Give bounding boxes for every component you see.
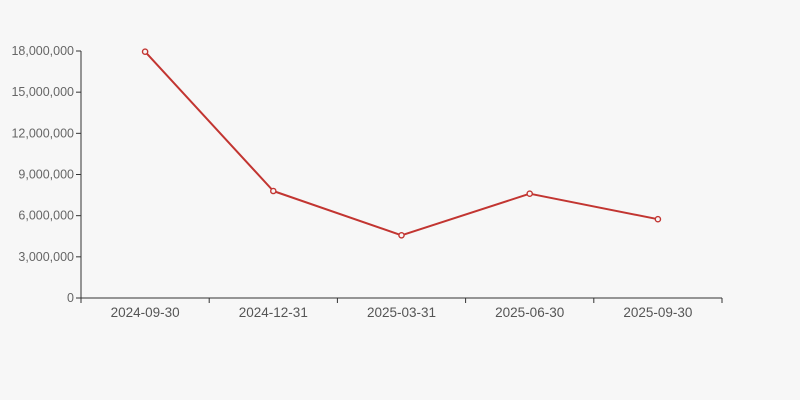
x-axis-tick-label: 2024-09-30: [111, 305, 180, 320]
y-axis-tick-label: 3,000,000: [18, 250, 74, 264]
y-axis-tick-label: 0: [67, 291, 74, 305]
x-axis-tick-label: 2025-09-30: [623, 305, 692, 320]
x-axis-tick-label: 2025-06-30: [495, 305, 564, 320]
x-axis-tick-label: 2025-03-31: [367, 305, 436, 320]
y-axis-tick-label: 12,000,000: [11, 126, 74, 140]
data-point-marker[interactable]: [141, 48, 149, 56]
data-point-marker[interactable]: [398, 231, 405, 239]
data-point-marker[interactable]: [269, 187, 277, 195]
data-point-marker[interactable]: [654, 215, 662, 223]
x-axis-tick-label: 2024-12-31: [239, 305, 308, 320]
y-axis-tick-label: 15,000,000: [11, 85, 74, 99]
data-point-marker[interactable]: [526, 190, 534, 197]
y-axis-tick-label: 18,000,000: [11, 44, 74, 58]
y-axis-tick-label: 6,000,000: [18, 209, 74, 223]
y-axis-tick-label: 9,000,000: [18, 168, 74, 182]
